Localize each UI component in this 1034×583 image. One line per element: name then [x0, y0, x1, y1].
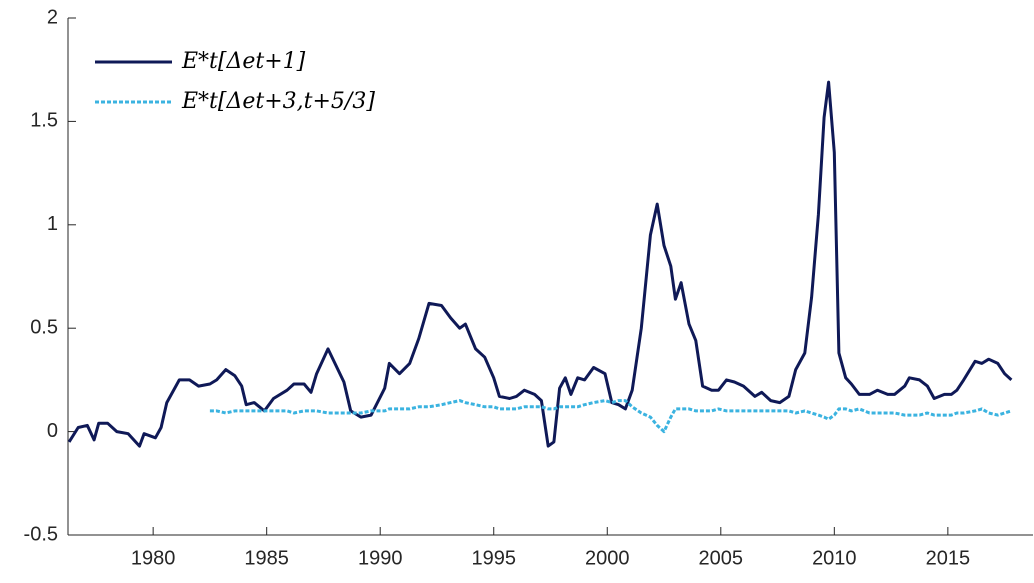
y-tick-label: 1.5 — [30, 110, 58, 132]
x-tick-label: 2015 — [926, 547, 971, 569]
y-tick-label: 1 — [47, 213, 58, 235]
x-tick-label: 1995 — [471, 547, 516, 569]
x-tick-label: 1990 — [358, 547, 403, 569]
series-line — [67, 80, 1013, 448]
y-tick-label: 0.5 — [30, 316, 58, 338]
y-tick-label: -0.5 — [24, 523, 58, 545]
y-tick-label: 0 — [47, 420, 58, 442]
legend-label: E*t[Δet+1] — [181, 49, 306, 74]
x-tick-label: 2005 — [699, 547, 744, 569]
x-tick-label: 1985 — [244, 547, 289, 569]
legend-label: E*t[Δet+3,t+5/3] — [181, 89, 375, 114]
series-line — [209, 399, 1012, 434]
y-tick-label: 2 — [47, 6, 58, 28]
x-tick-label: 2010 — [812, 547, 857, 569]
x-tick-label: 2000 — [585, 547, 630, 569]
x-tick-label: 1980 — [131, 547, 176, 569]
